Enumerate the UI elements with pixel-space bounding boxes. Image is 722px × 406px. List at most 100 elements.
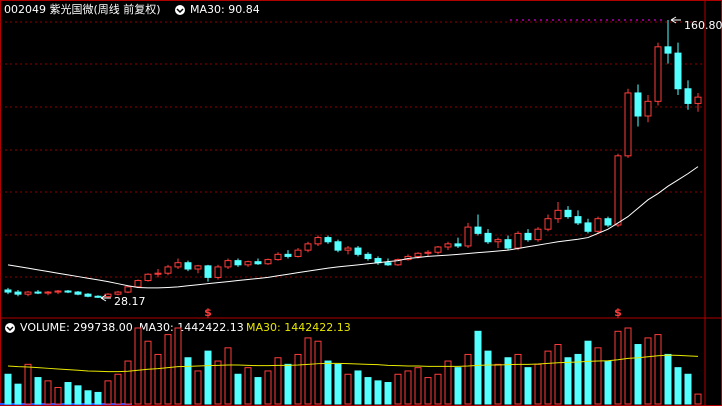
candle-body	[14, 291, 22, 295]
candle-body	[4, 289, 12, 293]
volume-bar	[664, 353, 672, 405]
candle-body	[414, 252, 422, 257]
volume-bar	[14, 383, 22, 405]
candle-body	[284, 253, 292, 257]
ma30-line	[7, 166, 699, 289]
volume-bar	[474, 330, 482, 405]
candle-body	[674, 52, 682, 90]
volume-bar	[164, 334, 172, 405]
volume-bar	[624, 327, 632, 405]
volume-bar	[264, 370, 272, 405]
volume-bar	[74, 385, 82, 405]
volume-bar	[194, 370, 202, 405]
candle-body	[224, 260, 232, 268]
candle-body	[584, 222, 592, 232]
volume-bar	[504, 357, 512, 405]
candle-body	[174, 262, 182, 268]
candle-body	[564, 209, 572, 218]
volume-bar	[384, 382, 392, 405]
volume-ma-label: MA30: 1442422.13	[139, 321, 244, 334]
volume-bar	[334, 363, 342, 405]
candle-body	[484, 232, 492, 243]
volume-bar	[554, 344, 562, 405]
volume-ma30-line	[7, 354, 699, 373]
candle-body	[54, 290, 62, 293]
candle-body	[474, 226, 482, 234]
volume-bar	[254, 377, 262, 405]
volume-bar	[234, 373, 242, 405]
candle-body	[154, 272, 162, 275]
candle-body	[194, 265, 202, 270]
annotation-arrow	[100, 294, 111, 302]
candle-body	[504, 239, 512, 249]
volume-bar	[104, 380, 112, 405]
volume-bar	[224, 347, 232, 405]
candle-body	[574, 216, 582, 224]
volume-bar	[424, 377, 432, 405]
candle-body	[334, 241, 342, 251]
volume-bar	[274, 357, 282, 405]
annotation-label: 28.17	[114, 295, 146, 308]
candle-body	[444, 243, 452, 248]
candle-body	[64, 290, 72, 293]
candle-body	[44, 291, 52, 294]
volume-bar	[204, 350, 212, 405]
candle-body	[294, 249, 302, 257]
volume-bar	[594, 347, 602, 405]
dropdown-chevron	[6, 326, 14, 332]
candle-body	[144, 273, 152, 282]
volume-bar	[304, 337, 312, 405]
dropdown-chevron	[176, 8, 184, 14]
chart-title: 002049 紫光国微(周线 前复权)	[4, 2, 161, 16]
annotation-label: 160.80	[684, 19, 722, 32]
volume-bar	[444, 360, 452, 405]
volume-bar	[644, 337, 652, 405]
volume-bar	[344, 373, 352, 405]
volume-bar	[154, 353, 162, 405]
volume-bar	[694, 393, 702, 405]
candle-body	[264, 259, 272, 265]
candle-body	[244, 261, 252, 266]
volume-bar	[354, 370, 362, 405]
volume-bar	[674, 367, 682, 405]
volume-bar	[24, 363, 32, 405]
candle-body	[464, 226, 472, 247]
volume-bar	[184, 357, 192, 405]
dropdown-icon[interactable]	[5, 323, 15, 333]
candle-body	[74, 291, 82, 295]
candle-body	[454, 243, 462, 247]
volume-bar	[404, 370, 412, 405]
candle-body	[124, 286, 132, 293]
candle-body	[614, 155, 622, 226]
candle-body	[434, 246, 442, 253]
candle-body	[164, 266, 172, 274]
volume-bar	[124, 360, 132, 405]
volume-bar	[364, 377, 372, 405]
candle-body	[554, 209, 562, 220]
candle-body	[664, 46, 672, 54]
candle-body	[534, 228, 542, 241]
candle-body	[394, 259, 402, 266]
candle-body	[654, 46, 662, 102]
candle-body	[354, 247, 362, 255]
volume-bar	[534, 363, 542, 405]
dropdown-icon[interactable]	[175, 5, 185, 15]
volume-bar	[584, 340, 592, 405]
volume-bar	[514, 353, 522, 405]
candle-body	[594, 218, 602, 232]
volume-bar	[134, 327, 142, 405]
candle-body	[94, 295, 102, 298]
candle-body	[114, 291, 122, 295]
volume-bar	[634, 344, 642, 405]
volume-bar	[214, 360, 222, 405]
candle-body	[184, 262, 192, 270]
candle-body	[494, 239, 502, 243]
candle-body	[624, 92, 632, 157]
volume-bar	[94, 391, 102, 405]
volume-bar	[454, 367, 462, 405]
volume-bar	[64, 382, 72, 405]
ma-label: MA30: 90.84	[190, 3, 260, 16]
